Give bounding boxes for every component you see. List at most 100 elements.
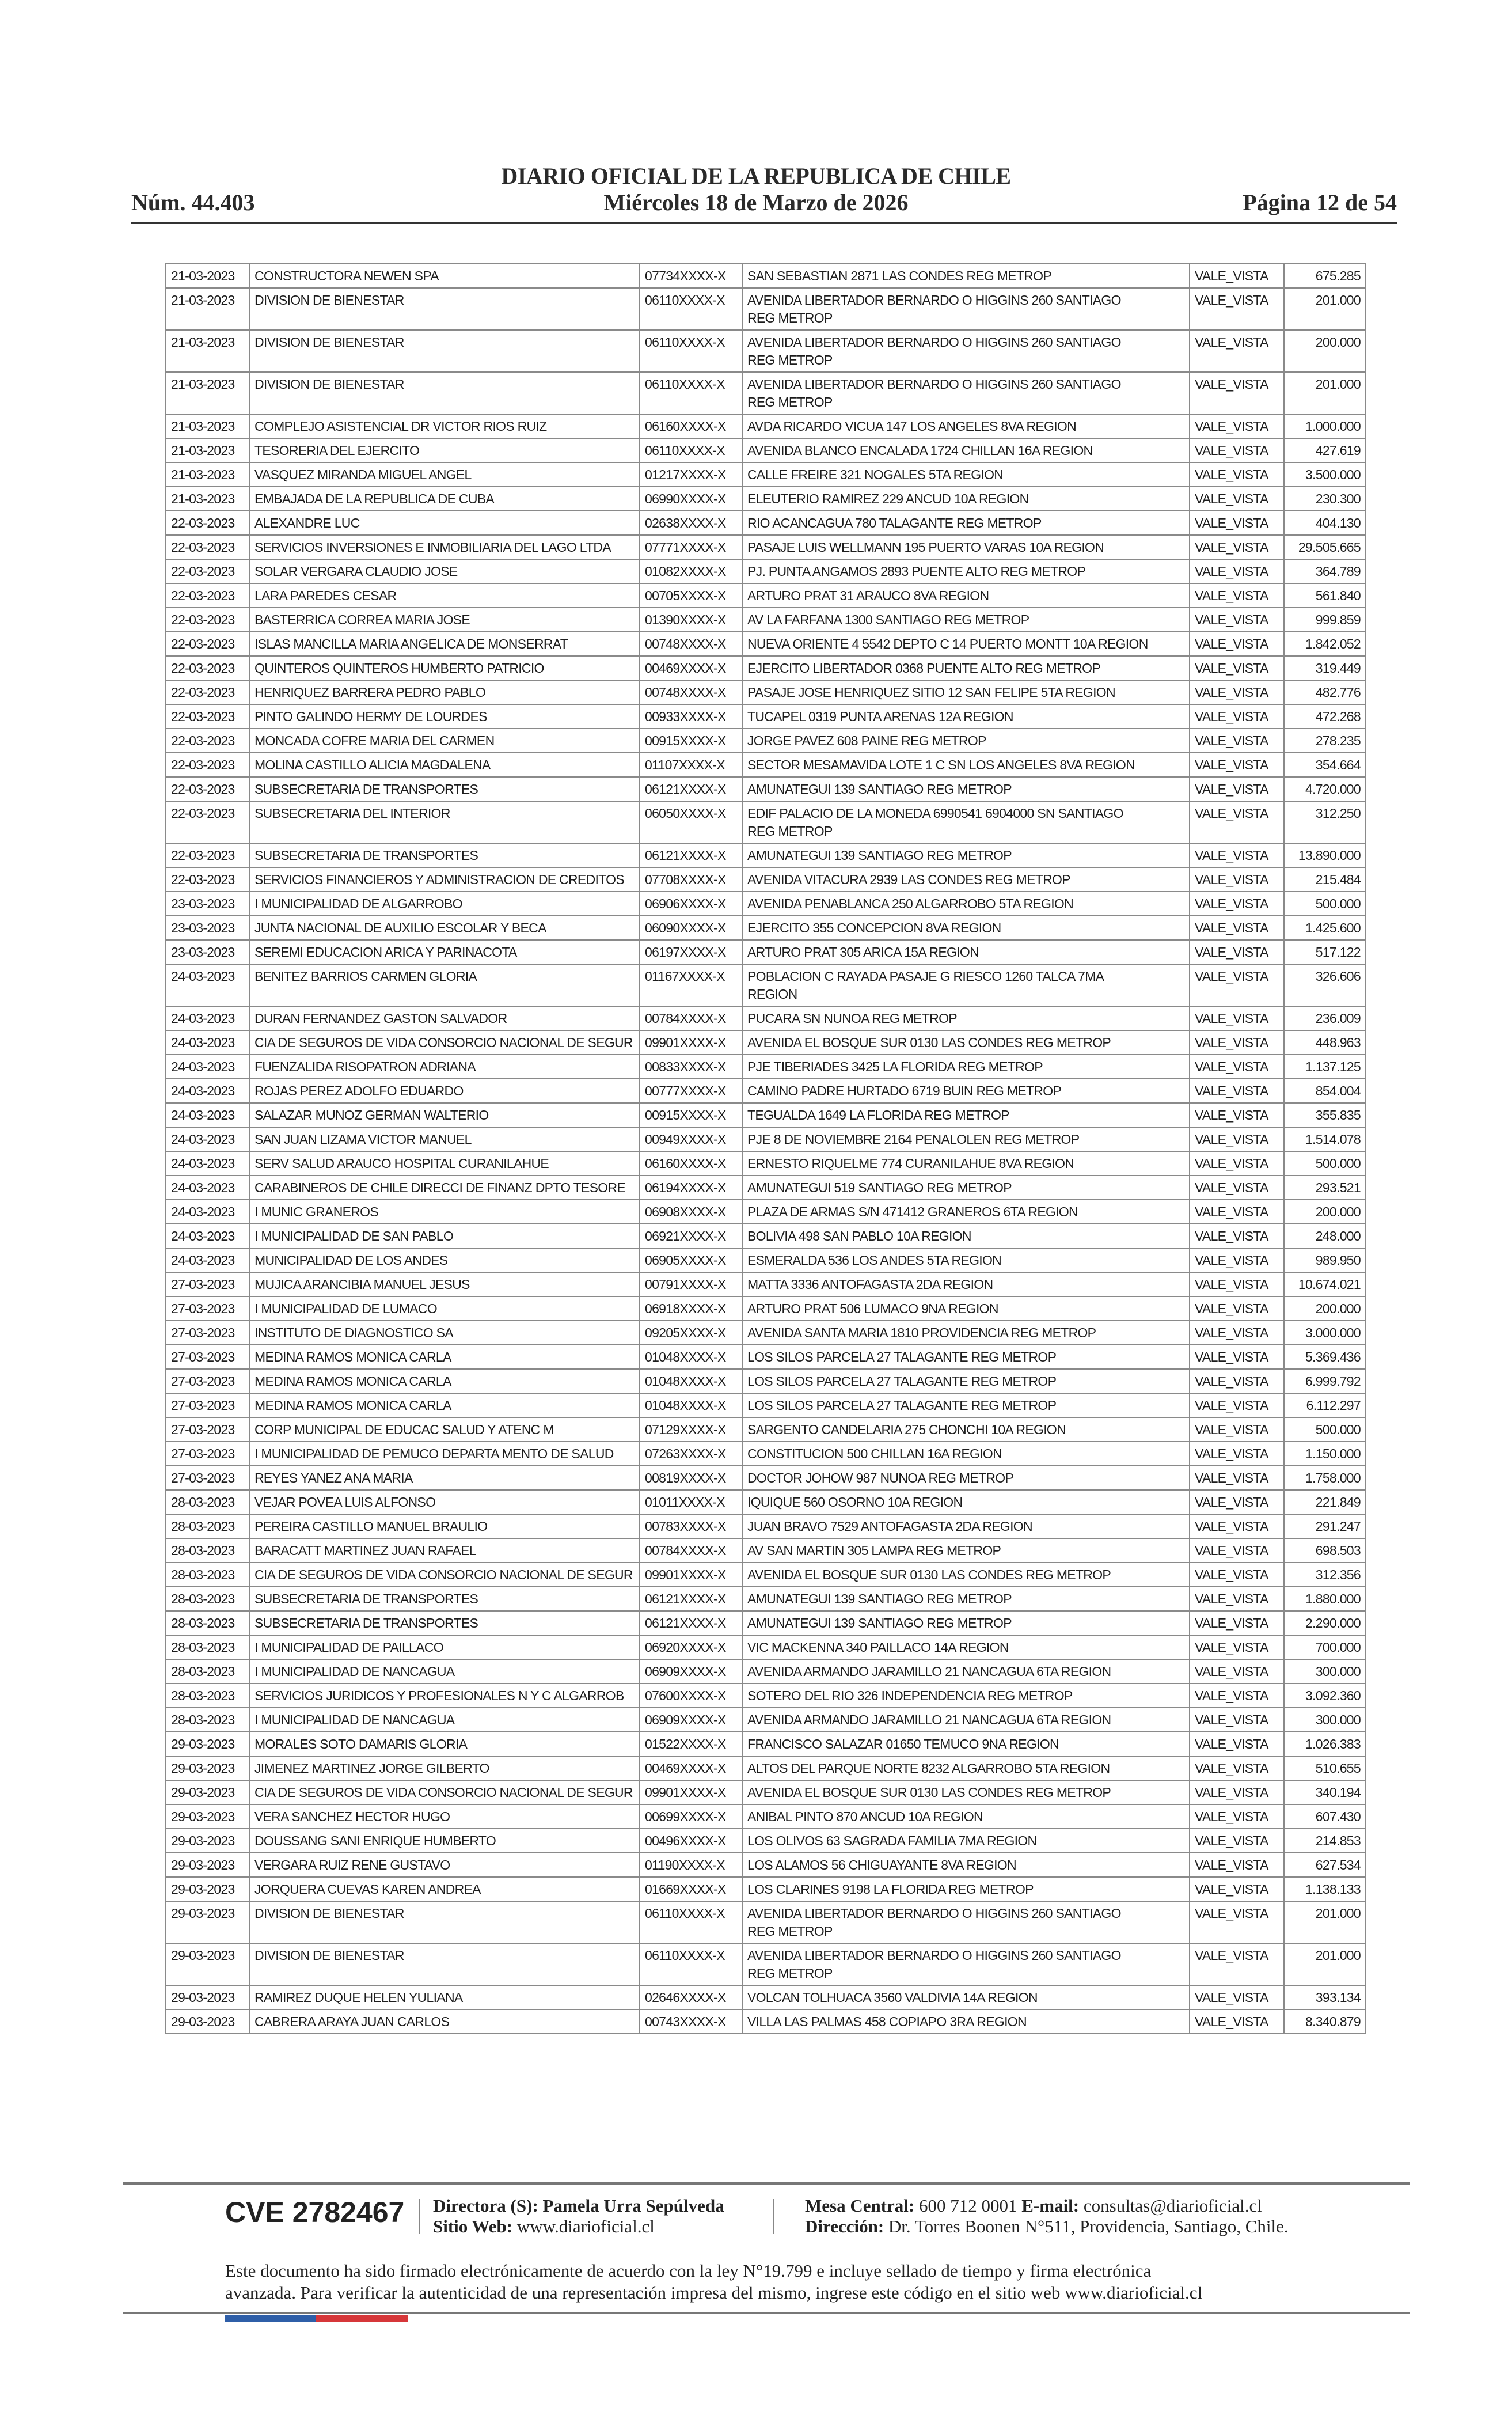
table-row: 27-03-2023 REYES YANEZ ANA MARIA 00819XXXX… [165, 1465, 1366, 1491]
rut-cell: 00933XXXX-X [639, 704, 743, 729]
beneficiary-cell: DOUSSANG SANI ENRIQUE HUMBERTO [249, 1828, 640, 1853]
rut-cell: 00791XXXX-X [639, 1272, 743, 1297]
payment-type-cell: VALE_VISTA [1189, 371, 1285, 415]
payment-type-cell: VALE_VISTA [1189, 1296, 1285, 1321]
payment-type-cell: VALE_VISTA [1189, 329, 1285, 373]
table-row: 21-03-2023 TESORERIA DEL EJERCITO 06110XXX… [165, 438, 1366, 463]
table-row: 21-03-2023 CONSTRUCTORA NEWEN SPA 07734XXX… [165, 263, 1366, 289]
issue-number: Núm. 44.403 [131, 189, 255, 215]
beneficiary-cell: FUENZALIDA RISOPATRON ADRIANA [249, 1054, 640, 1079]
address-cell: IQUIQUE 560 OSORNO 10A REGION [742, 1489, 1190, 1515]
beneficiary-cell: I MUNIC GRANEROS [249, 1199, 640, 1224]
payment-type-cell: VALE_VISTA [1189, 1489, 1285, 1515]
date-cell: 27-03-2023 [165, 1441, 250, 1466]
date-cell: 21-03-2023 [165, 414, 250, 439]
rut-cell: 00949XXXX-X [639, 1127, 743, 1152]
rut-cell: 06990XXXX-X [639, 486, 743, 511]
rut-cell: 06160XXXX-X [639, 1151, 743, 1176]
address-cell: PJE TIBERIADES 3425 LA FLORIDA REG METRO… [742, 1054, 1190, 1079]
amount-cell: 517.122 [1283, 939, 1366, 965]
table-row: 27-03-2023 MEDINA RAMOS MONICA CARLA 01048… [165, 1393, 1366, 1418]
beneficiary-cell: COMPLEJO ASISTENCIAL DR VICTOR RIOS RUIZ [249, 414, 640, 439]
address-cell: CAMINO PADRE HURTADO 6719 BUIN REG METRO… [742, 1078, 1190, 1104]
beneficiary-cell: EMBAJADA DE LA REPUBLICA DE CUBA [249, 486, 640, 511]
payment-type-cell: VALE_VISTA [1189, 486, 1285, 511]
website-link[interactable]: www.diarioficial.cl [516, 2216, 655, 2236]
payment-type-cell: VALE_VISTA [1189, 1320, 1285, 1345]
payment-type-cell: VALE_VISTA [1189, 728, 1285, 753]
rut-cell: 00705XXXX-X [639, 583, 743, 608]
address-cell: ANIBAL PINTO 870 ANCUD 10A REGION [742, 1804, 1190, 1829]
address-cell: MATTA 3336 ANTOFAGASTA 2DA REGION [742, 1272, 1190, 1297]
rut-cell: 07708XXXX-X [639, 867, 743, 892]
date-cell: 22-03-2023 [165, 510, 250, 536]
beneficiary-cell: MUNICIPALIDAD DE LOS ANDES [249, 1248, 640, 1273]
amount-cell: 2.290.000 [1283, 1610, 1366, 1636]
date-cell: 21-03-2023 [165, 486, 250, 511]
rut-cell: 01669XXXX-X [639, 1876, 743, 1902]
amount-cell: 627.534 [1283, 1852, 1366, 1878]
table-row: 21-03-2023 VASQUEZ MIRANDA MIGUEL ANGEL 01… [165, 462, 1366, 487]
beneficiary-cell: VERA SANCHEZ HECTOR HUGO [249, 1804, 640, 1829]
payment-type-cell: VALE_VISTA [1189, 867, 1285, 892]
address-cell: AVENIDA PENABLANCA 250 ALGARROBO 5TA REG… [742, 891, 1190, 916]
address-cell: AV LA FARFANA 1300 SANTIAGO REG METROP [742, 607, 1190, 632]
table-row: 27-03-2023 MUJICA ARANCIBIA MANUEL JESUS 0… [165, 1272, 1366, 1297]
payment-type-cell: VALE_VISTA [1189, 2009, 1285, 2034]
address-cell: ESMERALDA 536 LOS ANDES 5TA REGION [742, 1248, 1190, 1273]
amount-cell: 999.859 [1283, 607, 1366, 632]
payment-type-cell: VALE_VISTA [1189, 1985, 1285, 2010]
table-row: 29-03-2023 VERA SANCHEZ HECTOR HUGO 00699X… [165, 1804, 1366, 1829]
payment-type-cell: VALE_VISTA [1189, 414, 1285, 439]
amount-cell: 201.000 [1283, 287, 1366, 331]
table-row: 22-03-2023 MONCADA COFRE MARIA DEL CARMEN… [165, 728, 1366, 753]
beneficiary-cell: CONSTRUCTORA NEWEN SPA [249, 263, 640, 289]
table-row: 24-03-2023 CIA DE SEGUROS DE VIDA CONSORC… [165, 1030, 1366, 1055]
date-cell: 29-03-2023 [165, 1901, 250, 1944]
flag-bar-red [316, 2315, 408, 2322]
table-row: 28-03-2023 PEREIRA CASTILLO MANUEL BRAULI… [165, 1514, 1366, 1539]
beneficiary-cell: SERVICIOS INVERSIONES E INMOBILIARIA DEL… [249, 534, 640, 560]
address-cell: SAN SEBASTIAN 2871 LAS CONDES REG METROP [742, 263, 1190, 289]
payments-table: 21-03-2023 CONSTRUCTORA NEWEN SPA 07734XXX… [165, 263, 1366, 2034]
payment-type-cell: VALE_VISTA [1189, 607, 1285, 632]
date-cell: 28-03-2023 [165, 1538, 250, 1563]
rut-cell: 01011XXXX-X [639, 1489, 743, 1515]
payments-table-body: 21-03-2023 CONSTRUCTORA NEWEN SPA 07734XXX… [165, 263, 1366, 2034]
address-cell: LOS CLARINES 9198 LA FLORIDA REG METROP [742, 1876, 1190, 1902]
address-cell: BOLIVIA 498 SAN PABLO 10A REGION [742, 1223, 1190, 1249]
amount-cell: 1.000.000 [1283, 414, 1366, 439]
table-row: 24-03-2023 MUNICIPALIDAD DE LOS ANDES 0690… [165, 1248, 1366, 1273]
table-row: 24-03-2023 ROJAS PEREZ ADOLFO EDUARDO 0077… [165, 1078, 1366, 1104]
beneficiary-cell: SERV SALUD ARAUCO HOSPITAL CURANILAHUE [249, 1151, 640, 1176]
amount-cell: 214.853 [1283, 1828, 1366, 1853]
table-row: 24-03-2023 BENITEZ BARRIOS CARMEN GLORIA 0… [165, 964, 1366, 1007]
payment-type-cell: VALE_VISTA [1189, 1248, 1285, 1273]
rut-cell: 07734XXXX-X [639, 263, 743, 289]
date-cell: 28-03-2023 [165, 1514, 250, 1539]
email-link[interactable]: consultas@diarioficial.cl [1083, 2196, 1262, 2216]
payment-type-cell: VALE_VISTA [1189, 964, 1285, 1007]
signature-disclaimer: Este documento ha sido firmado electróni… [225, 2260, 1319, 2304]
rut-cell: 06110XXXX-X [639, 329, 743, 373]
address-cell: LOS SILOS PARCELA 27 TALAGANTE REG METRO… [742, 1368, 1190, 1394]
table-row: 22-03-2023 HENRIQUEZ BARRERA PEDRO PABLO 0… [165, 680, 1366, 705]
rut-cell: 01048XXXX-X [639, 1368, 743, 1394]
beneficiary-cell: TESORERIA DEL EJERCITO [249, 438, 640, 463]
address-cell: AVENIDA EL BOSQUE SUR 0130 LAS CONDES RE… [742, 1562, 1190, 1587]
footer-divider-top [123, 2182, 1410, 2185]
date-cell: 24-03-2023 [165, 1054, 250, 1079]
footer-divider-bottom [123, 2312, 1410, 2314]
footer-separator [773, 2199, 774, 2234]
rut-cell: 07600XXXX-X [639, 1683, 743, 1708]
rut-cell: 00915XXXX-X [639, 1102, 743, 1128]
rut-cell: 06090XXXX-X [639, 915, 743, 941]
date-cell: 22-03-2023 [165, 801, 250, 844]
address-cell: AVENIDA LIBERTADOR BERNARDO O HIGGINS 26… [742, 287, 1190, 331]
table-row: 29-03-2023 CIA DE SEGUROS DE VIDA CONSORC… [165, 1780, 1366, 1805]
date-cell: 29-03-2023 [165, 1943, 250, 1986]
issue-date: Miércoles 18 de Marzo de 2026 [603, 189, 909, 215]
beneficiary-cell: MEDINA RAMOS MONICA CARLA [249, 1368, 640, 1394]
address-cell: PJE 8 DE NOVIEMBRE 2164 PENALOLEN REG ME… [742, 1127, 1190, 1152]
amount-cell: 8.340.879 [1283, 2009, 1366, 2034]
